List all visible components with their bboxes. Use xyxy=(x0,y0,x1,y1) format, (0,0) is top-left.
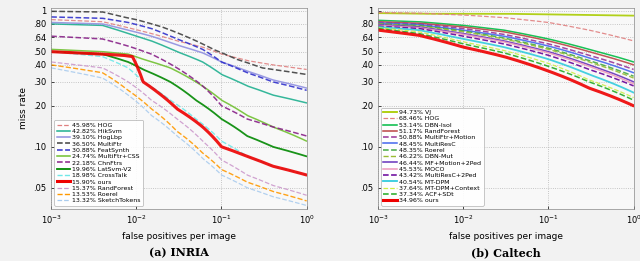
Legend: 45.98% HOG, 42.82% HikSvm, 39.10% HogLbp, 36.50% MultiFtr, 30.88% FeatSynth, 24.: 45.98% HOG, 42.82% HikSvm, 39.10% HogLbp… xyxy=(54,120,143,206)
Text: (a) INRIA: (a) INRIA xyxy=(149,247,209,258)
Text: (b) Caltech: (b) Caltech xyxy=(471,247,541,258)
X-axis label: false positives per image: false positives per image xyxy=(122,232,236,241)
X-axis label: false positives per image: false positives per image xyxy=(449,232,563,241)
Legend: 94.73% VJ, 68.46% HOG, 53.14% DBN-Isol, 51.17% RandForest, 50.88% MultiFtr+Motio: 94.73% VJ, 68.46% HOG, 53.14% DBN-Isol, … xyxy=(381,108,484,206)
Y-axis label: miss rate: miss rate xyxy=(19,87,28,129)
